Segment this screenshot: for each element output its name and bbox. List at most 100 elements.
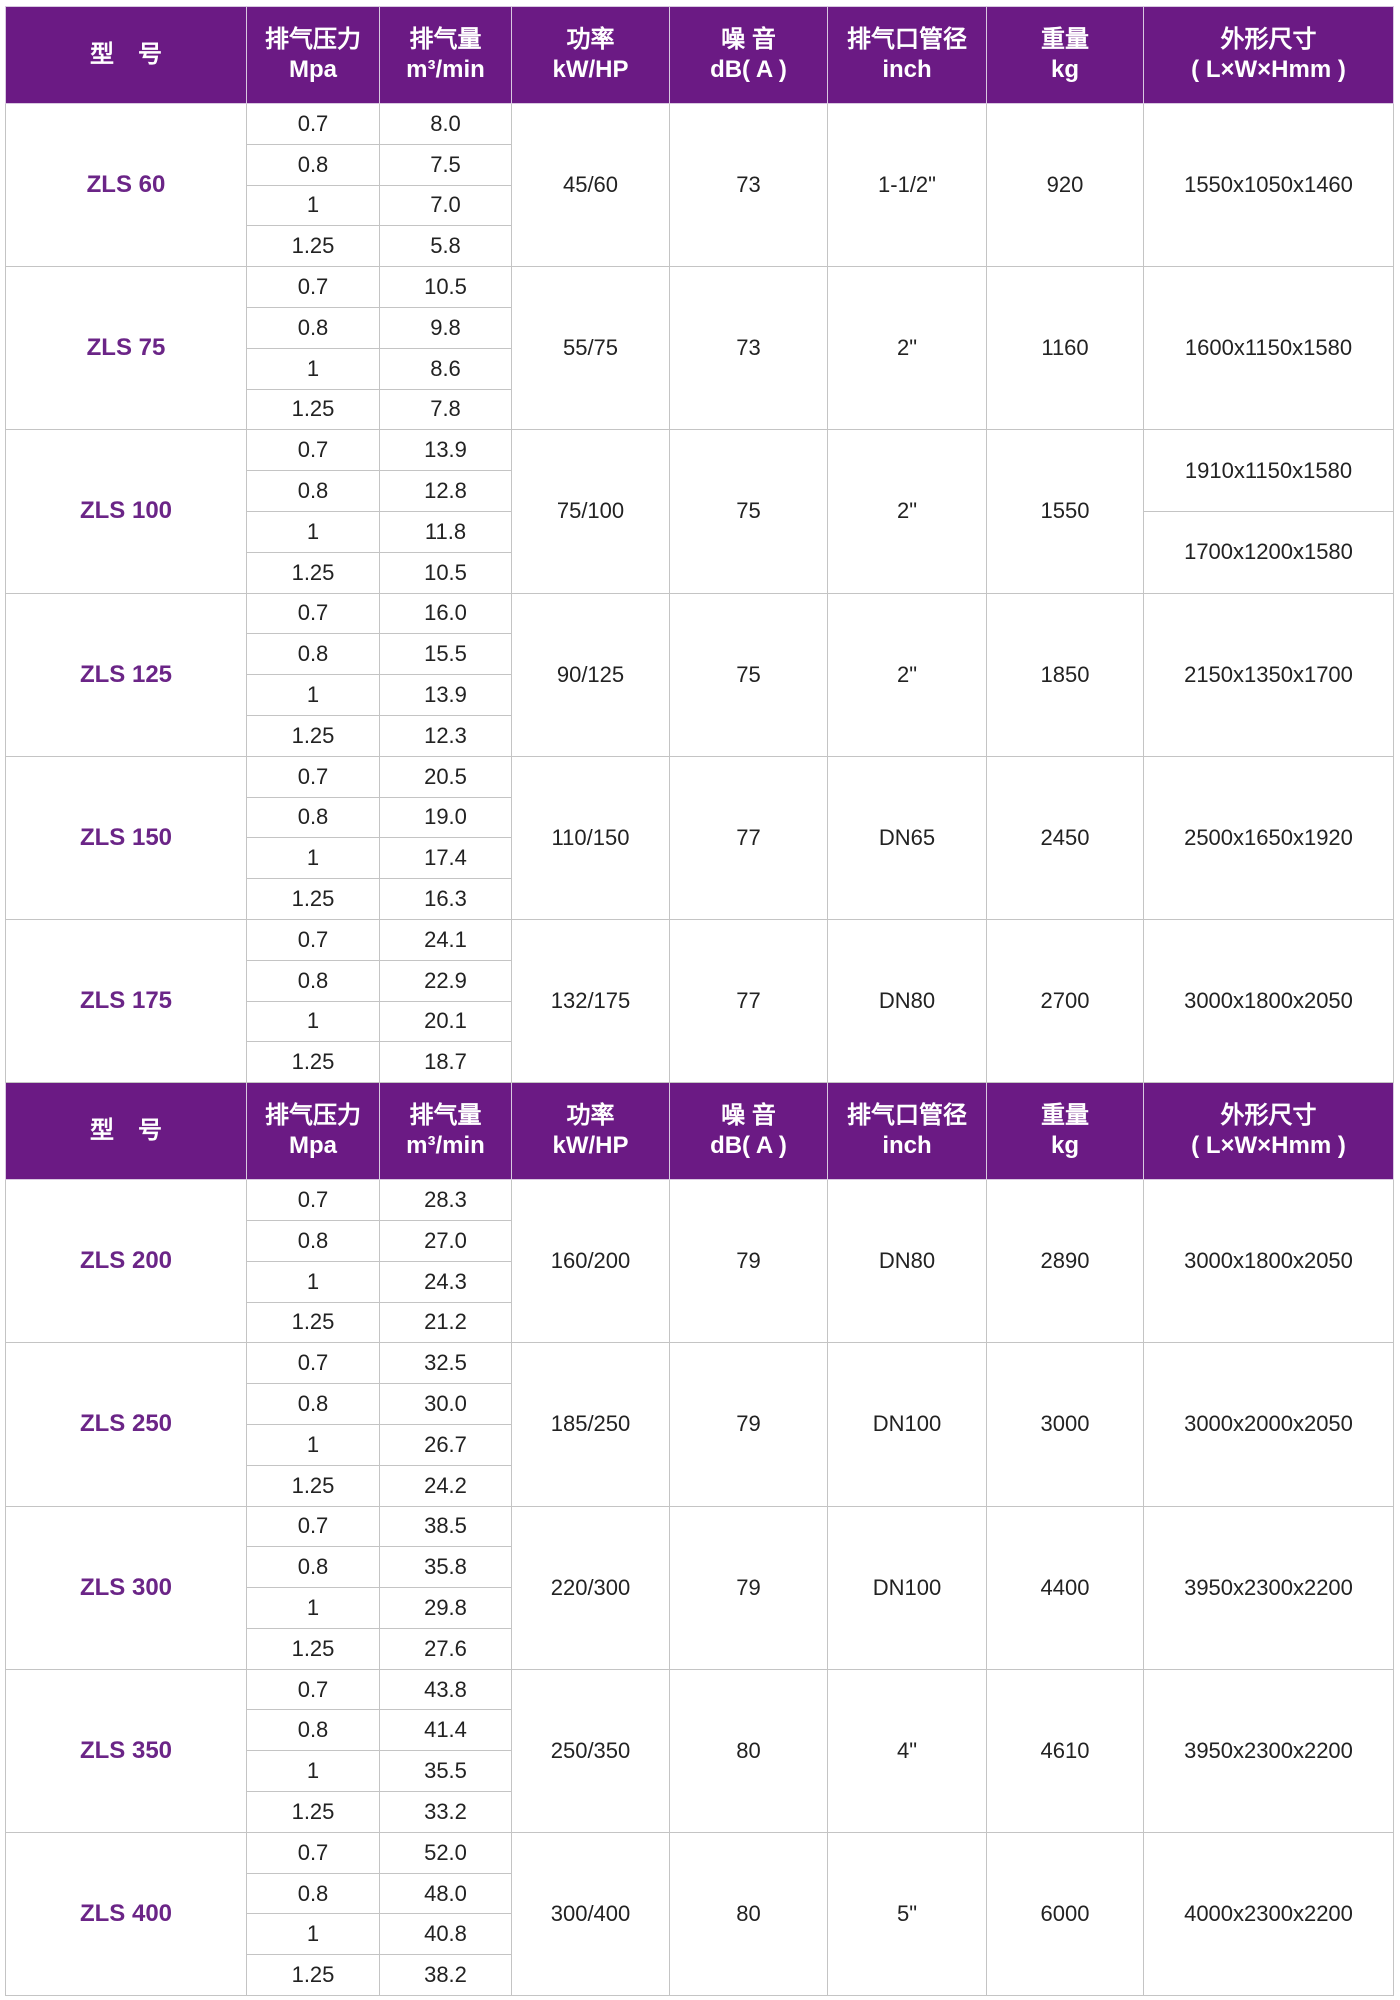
header-unit: kg xyxy=(1050,56,1079,83)
weight-cell: 1850 xyxy=(986,592,1144,757)
outlet-cell: DN65 xyxy=(827,755,987,920)
table-row: ZLS 175 0.7 24.1 132/175 77 DN80 2700 3000x1800… xyxy=(5,918,1394,1084)
flow-cell: 12.3 xyxy=(379,714,512,757)
pressure-cell: 1 xyxy=(246,347,380,390)
table-row: 1 8.6 xyxy=(6,347,1394,390)
model-name: ZLS 300 xyxy=(5,1505,247,1670)
header-label: 外形尺寸 xyxy=(1220,1102,1317,1130)
flow-cell: 38.5 xyxy=(379,1505,512,1548)
flow-cell: 13.9 xyxy=(379,674,512,716)
pressure-cell: 0.7 xyxy=(246,1668,380,1711)
header-unit: ( L×W×Hmm ) xyxy=(1191,56,1346,83)
header-noise: 噪 音 dB( A ) xyxy=(669,1082,828,1181)
power-cell: 132/175 xyxy=(511,918,670,1084)
flow-cell: 24.2 xyxy=(379,1464,512,1507)
outlet-cell: 1-1/2" xyxy=(827,102,987,268)
noise-cell: 75 xyxy=(669,592,828,757)
pressure-cell: 0.8 xyxy=(246,306,380,349)
header-outlet: 排气口管径 inch xyxy=(827,6,987,104)
table-row: 1 11.8 1700x1200x1580 xyxy=(6,510,1394,594)
flow-cell: 41.4 xyxy=(379,1709,512,1752)
outlet-cell: 5" xyxy=(827,1831,987,1997)
model-name: ZLS 200 xyxy=(5,1179,247,1344)
outlet-cell: DN100 xyxy=(827,1342,987,1507)
table-row: 0.8 7.5 xyxy=(6,143,1394,186)
table-row: 1.25 7.8 xyxy=(6,388,1394,431)
header-row: 型 号 排气压力 Mpa 排气量 m³/min 功率 kW/HP 噪 音 dB( A ) 排气口管… xyxy=(5,6,1394,104)
noise-cell: 77 xyxy=(669,918,828,1084)
table-row: 1 17.4 xyxy=(6,837,1394,880)
weight-cell: 6000 xyxy=(986,1831,1144,1997)
header-label: 功率 xyxy=(566,1102,615,1130)
dimensions-cell: 2500x1650x1920 xyxy=(1143,755,1394,920)
dimensions-cell: 3000x2000x2050 xyxy=(1143,1342,1394,1507)
header-unit: Mpa xyxy=(289,1132,337,1160)
pressure-cell: 1.25 xyxy=(246,388,380,431)
power-cell: 160/200 xyxy=(511,1179,670,1344)
pressure-cell: 0.8 xyxy=(246,1383,380,1425)
power-cell: 55/75 xyxy=(511,266,670,431)
pressure-cell: 1 xyxy=(246,1000,380,1043)
flow-cell: 15.5 xyxy=(379,633,512,676)
table-row: ZLS 250 0.7 32.5 185/250 79 DN100 3000 3000x200… xyxy=(5,1342,1394,1507)
pressure-cell: 1 xyxy=(246,1587,380,1629)
outlet-cell: DN80 xyxy=(827,918,987,1084)
weight-cell: 1160 xyxy=(986,266,1144,431)
pressure-cell: 0.8 xyxy=(246,143,380,186)
model-name: ZLS 400 xyxy=(5,1831,247,1997)
power-cell: 45/60 xyxy=(511,102,670,268)
table-row: 1.25 16.3 xyxy=(6,878,1394,920)
outlet-cell: DN80 xyxy=(827,1179,987,1344)
pressure-cell: 1 xyxy=(246,510,380,553)
pressure-cell: 1 xyxy=(246,1423,380,1466)
header-pressure: 排气压力 Mpa xyxy=(246,6,380,104)
header-noise: 噪 音 dB( A ) xyxy=(669,6,828,104)
table-row: ZLS 300 0.7 38.5 220/300 79 DN100 4400 3950x230… xyxy=(5,1505,1394,1670)
flow-cell: 33.2 xyxy=(379,1791,512,1833)
flow-cell: 27.6 xyxy=(379,1627,512,1670)
table-row: 1 24.3 xyxy=(6,1260,1394,1303)
pressure-cell: 0.8 xyxy=(246,1546,380,1589)
header-model: 型 号 xyxy=(5,6,247,104)
weight-cell: 2700 xyxy=(986,918,1144,1084)
flow-cell: 13.9 xyxy=(379,429,512,472)
flow-cell: 35.5 xyxy=(379,1750,512,1793)
flow-cell: 27.0 xyxy=(379,1219,512,1262)
flow-cell: 7.8 xyxy=(379,388,512,431)
header-weight: 重量 kg xyxy=(986,6,1144,104)
header-unit: ( L×W×Hmm ) xyxy=(1191,1132,1346,1160)
header-label: 外形尺寸 xyxy=(1220,26,1317,53)
header-dimensions: 外形尺寸 ( L×W×Hmm ) xyxy=(1143,6,1394,104)
flow-cell: 29.8 xyxy=(379,1587,512,1629)
pressure-cell: 0.8 xyxy=(246,1219,380,1262)
header-unit: kW/HP xyxy=(552,1132,629,1160)
model-name: ZLS 350 xyxy=(5,1668,247,1833)
outlet-cell: 4" xyxy=(827,1668,987,1833)
table-row: 1 29.8 xyxy=(6,1587,1394,1629)
pressure-cell: 0.7 xyxy=(246,266,380,308)
header-label: 功率 xyxy=(566,26,615,53)
dimensions-cell: 3950x2300x2200 xyxy=(1143,1505,1394,1670)
power-cell: 300/400 xyxy=(511,1831,670,1997)
header-label: 重量 xyxy=(1041,1102,1089,1130)
header-label: 排气量 xyxy=(409,1102,482,1130)
flow-cell: 16.3 xyxy=(379,878,512,920)
flow-cell: 35.8 xyxy=(379,1546,512,1589)
header-power: 功率 kW/HP xyxy=(511,1082,670,1181)
model-name: ZLS 60 xyxy=(5,102,247,268)
header-label: 型 号 xyxy=(90,41,162,68)
header-flow: 排气量 m³/min xyxy=(379,6,512,104)
table-row: ZLS 150 0.7 20.5 110/150 77 DN65 2450 2500x1650… xyxy=(5,755,1394,920)
pressure-cell: 0.7 xyxy=(246,1179,380,1221)
header-label: 排气压力 xyxy=(265,26,361,53)
pressure-cell: 0.7 xyxy=(246,918,380,961)
flow-cell: 10.5 xyxy=(379,266,512,308)
table-row: 1.25 12.3 xyxy=(6,714,1394,757)
flow-cell: 43.8 xyxy=(379,1668,512,1711)
weight-cell: 3000 xyxy=(986,1342,1144,1507)
flow-cell: 40.8 xyxy=(379,1913,512,1956)
header-label: 型 号 xyxy=(90,1117,162,1145)
flow-cell: 52.0 xyxy=(379,1831,512,1874)
pressure-cell: 0.8 xyxy=(246,796,380,839)
table-row: 1 7.0 xyxy=(6,184,1394,227)
